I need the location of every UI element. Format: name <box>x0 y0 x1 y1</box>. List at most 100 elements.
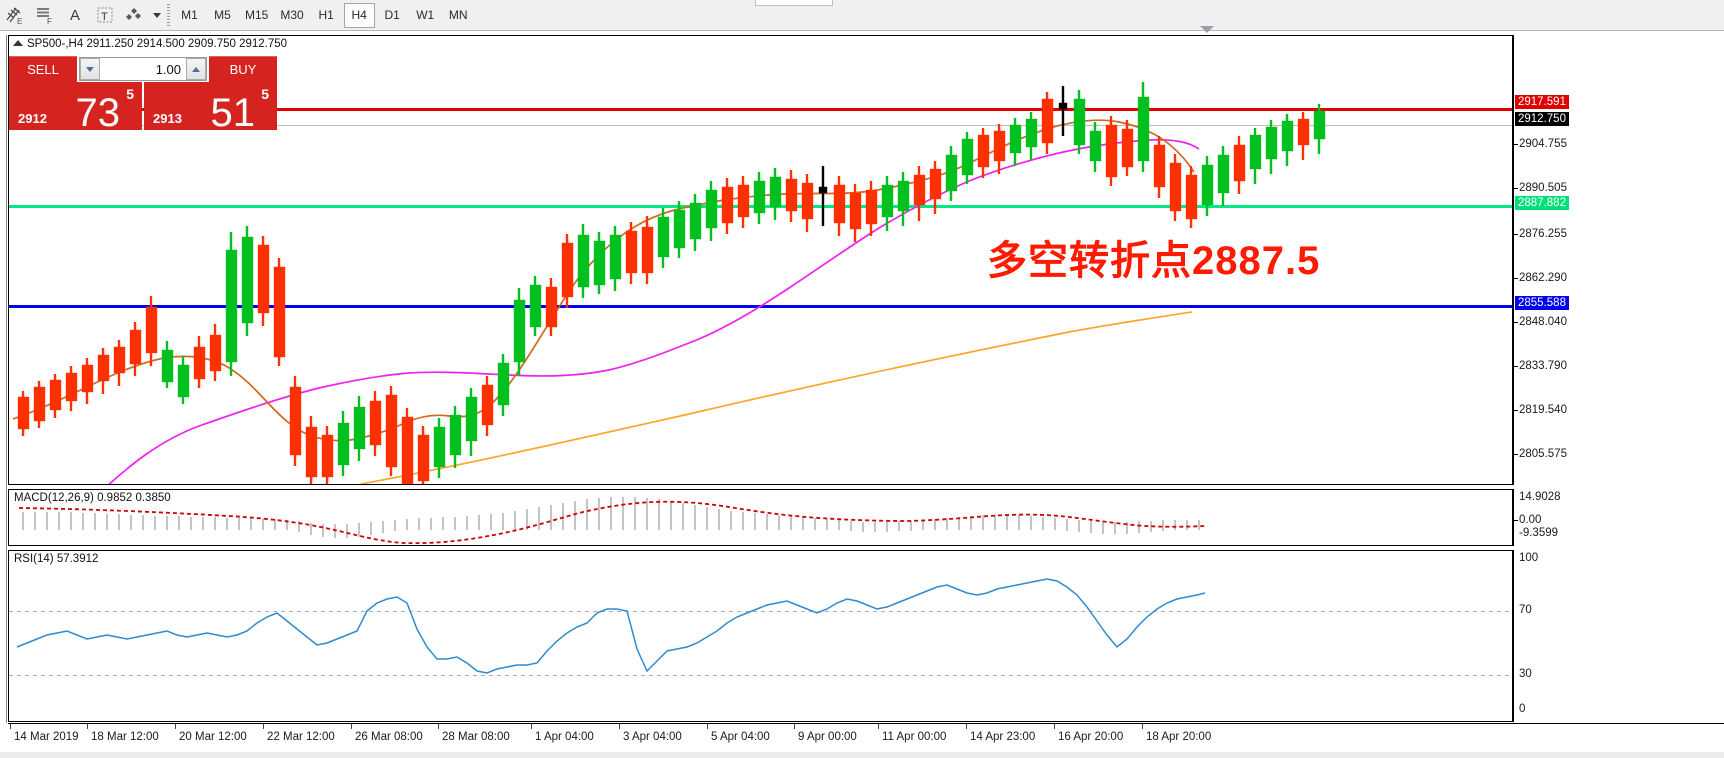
time-label-11: 14 Apr 23:00 <box>970 731 1036 743</box>
time-label-7: 3 Apr 04:00 <box>623 731 682 743</box>
one-click-trading-panel[interactable]: SELL 1.00 BUY 5 73 2912 5 51 2913 <box>9 56 277 135</box>
macd-label: MACD(12,26,9) 0.9852 0.3850 <box>14 492 171 504</box>
timeframe-m15[interactable]: M15 <box>245 8 269 22</box>
macd-tick-max: 14.9028 <box>1519 491 1561 503</box>
rsi-indicator-panel[interactable]: RSI(14) 57.3912 <box>8 550 1513 722</box>
timeframe-m1[interactable]: M1 <box>181 8 198 22</box>
rsi-tick-30: 30 <box>1519 668 1532 680</box>
rsi-axis: 100 70 30 0 <box>1513 550 1724 722</box>
time-tick <box>87 724 88 729</box>
price-tick-2862: 2862.290 <box>1514 272 1567 284</box>
chart-collapse-icon[interactable] <box>13 40 23 46</box>
macd-axis: 14.9028 0.00 -9.3599 <box>1513 489 1724 546</box>
time-tick <box>351 724 352 729</box>
sell-price-major: 73 <box>75 91 121 135</box>
price-tick-2890: 2890.505 <box>1514 182 1567 194</box>
time-label-4: 26 Mar 08:00 <box>355 731 423 743</box>
price-tick-2904: 2904.755 <box>1514 138 1567 150</box>
rsi-tick-0: 0 <box>1519 703 1526 715</box>
main-toolbar: E F A T <box>0 0 1724 31</box>
timeframe-h1[interactable]: H1 <box>318 8 334 22</box>
rsi-oversold-guide <box>9 675 1512 676</box>
price-tag-resistance: 2917.591 <box>1515 95 1569 109</box>
timeframe-m5[interactable]: M5 <box>214 8 231 22</box>
current-price-line <box>9 125 1512 126</box>
sell-price-fraction: 5 <box>126 86 134 102</box>
time-label-6: 1 Apr 04:00 <box>535 731 594 743</box>
price-axis[interactable]: 2917.591 2912.750 2904.755 2890.505 2887… <box>1513 35 1724 504</box>
trade-panel-header-row: SELL 1.00 BUY <box>9 56 277 82</box>
objects-shapes-icon[interactable] <box>120 2 150 28</box>
volume-input[interactable]: 1.00 <box>155 61 181 77</box>
time-tick <box>966 724 967 729</box>
svg-text:T: T <box>101 11 108 23</box>
timeframe-w1[interactable]: W1 <box>416 8 435 22</box>
time-label-1: 18 Mar 12:00 <box>91 731 159 743</box>
price-tick-2876: 2876.255 <box>1514 228 1567 240</box>
svg-text:F: F <box>47 17 52 25</box>
volume-decrease-button[interactable] <box>80 58 100 80</box>
time-label-0: 14 Mar 2019 <box>14 731 79 743</box>
toolbar-separator <box>164 3 173 27</box>
time-label-3: 22 Mar 12:00 <box>267 731 335 743</box>
indicators-list-icon[interactable]: F <box>30 2 60 28</box>
trade-panel-price-row: 5 73 2912 5 51 2913 <box>9 82 277 135</box>
price-tick-2805: 2805.575 <box>1514 448 1567 460</box>
text-box-icon[interactable]: T <box>90 2 120 28</box>
chart-symbol-ohlc-label: SP500-,H4 2911.250 2914.500 2909.750 291… <box>13 38 287 50</box>
time-tick <box>263 724 264 729</box>
timeframe-d1[interactable]: D1 <box>384 8 400 22</box>
rsi-label: RSI(14) 57.3912 <box>14 553 99 565</box>
buy-price-prefix: 2913 <box>153 111 182 126</box>
chart-scroll-marker-icon <box>1200 26 1214 33</box>
buy-price-major: 51 <box>210 91 256 135</box>
time-tick <box>878 724 879 729</box>
macd-tick-min: -9.3599 <box>1519 527 1559 539</box>
time-label-10: 11 Apr 00:00 <box>882 731 947 743</box>
price-tag-pivot: 2887.882 <box>1515 196 1569 210</box>
rsi-series <box>16 578 1206 674</box>
sell-price-display[interactable]: 5 73 2912 <box>9 82 142 135</box>
volume-input-group[interactable]: 1.00 <box>79 57 207 81</box>
objects-dropdown-caret-icon[interactable] <box>150 2 164 28</box>
time-tick <box>10 724 11 729</box>
price-tick-2833: 2833.790 <box>1514 360 1567 372</box>
time-label-5: 28 Mar 08:00 <box>442 731 510 743</box>
text-label-icon[interactable]: A <box>69 6 80 24</box>
time-label-13: 18 Apr 20:00 <box>1146 731 1212 743</box>
rsi-overbought-guide <box>9 611 1512 612</box>
expert-advisor-icon[interactable]: E <box>0 2 30 28</box>
sell-button[interactable]: SELL <box>9 56 77 82</box>
buy-button[interactable]: BUY <box>209 56 277 82</box>
chart-left-border <box>0 35 7 723</box>
price-tick-2848: 2848.040 <box>1514 316 1567 328</box>
time-tick <box>531 724 532 729</box>
price-tick-2819: 2819.540 <box>1514 404 1567 416</box>
time-tick <box>175 724 176 729</box>
time-label-12: 16 Apr 20:00 <box>1058 731 1124 743</box>
time-label-2: 20 Mar 12:00 <box>179 731 247 743</box>
volume-increase-button[interactable] <box>186 58 206 80</box>
price-tag-support: 2855.588 <box>1515 296 1569 310</box>
macd-series <box>18 497 1205 545</box>
time-label-8: 5 Apr 04:00 <box>711 731 770 743</box>
time-tick <box>619 724 620 729</box>
macd-tick-zero: 0.00 <box>1514 514 1541 526</box>
timeframe-h4[interactable]: H4 <box>343 2 375 28</box>
candlestick-series <box>12 82 1326 484</box>
toolbar-tab-strip <box>755 0 833 6</box>
timeframe-m30[interactable]: M30 <box>280 8 304 22</box>
rsi-tick-70: 70 <box>1519 604 1532 616</box>
chart-annotation-text: 多空转折点2887.5 <box>987 239 1321 283</box>
time-tick <box>707 724 708 729</box>
window-bottom-strip <box>0 752 1724 758</box>
sell-price-prefix: 2912 <box>18 111 47 126</box>
macd-indicator-panel[interactable]: MACD(12,26,9) 0.9852 0.3850 <box>8 489 1513 546</box>
time-tick <box>1054 724 1055 729</box>
time-tick <box>1142 724 1143 729</box>
buy-price-display[interactable]: 5 51 2913 <box>144 82 277 135</box>
buy-price-fraction: 5 <box>261 86 269 102</box>
time-tick <box>438 724 439 729</box>
timeframe-mn[interactable]: MN <box>448 8 468 22</box>
